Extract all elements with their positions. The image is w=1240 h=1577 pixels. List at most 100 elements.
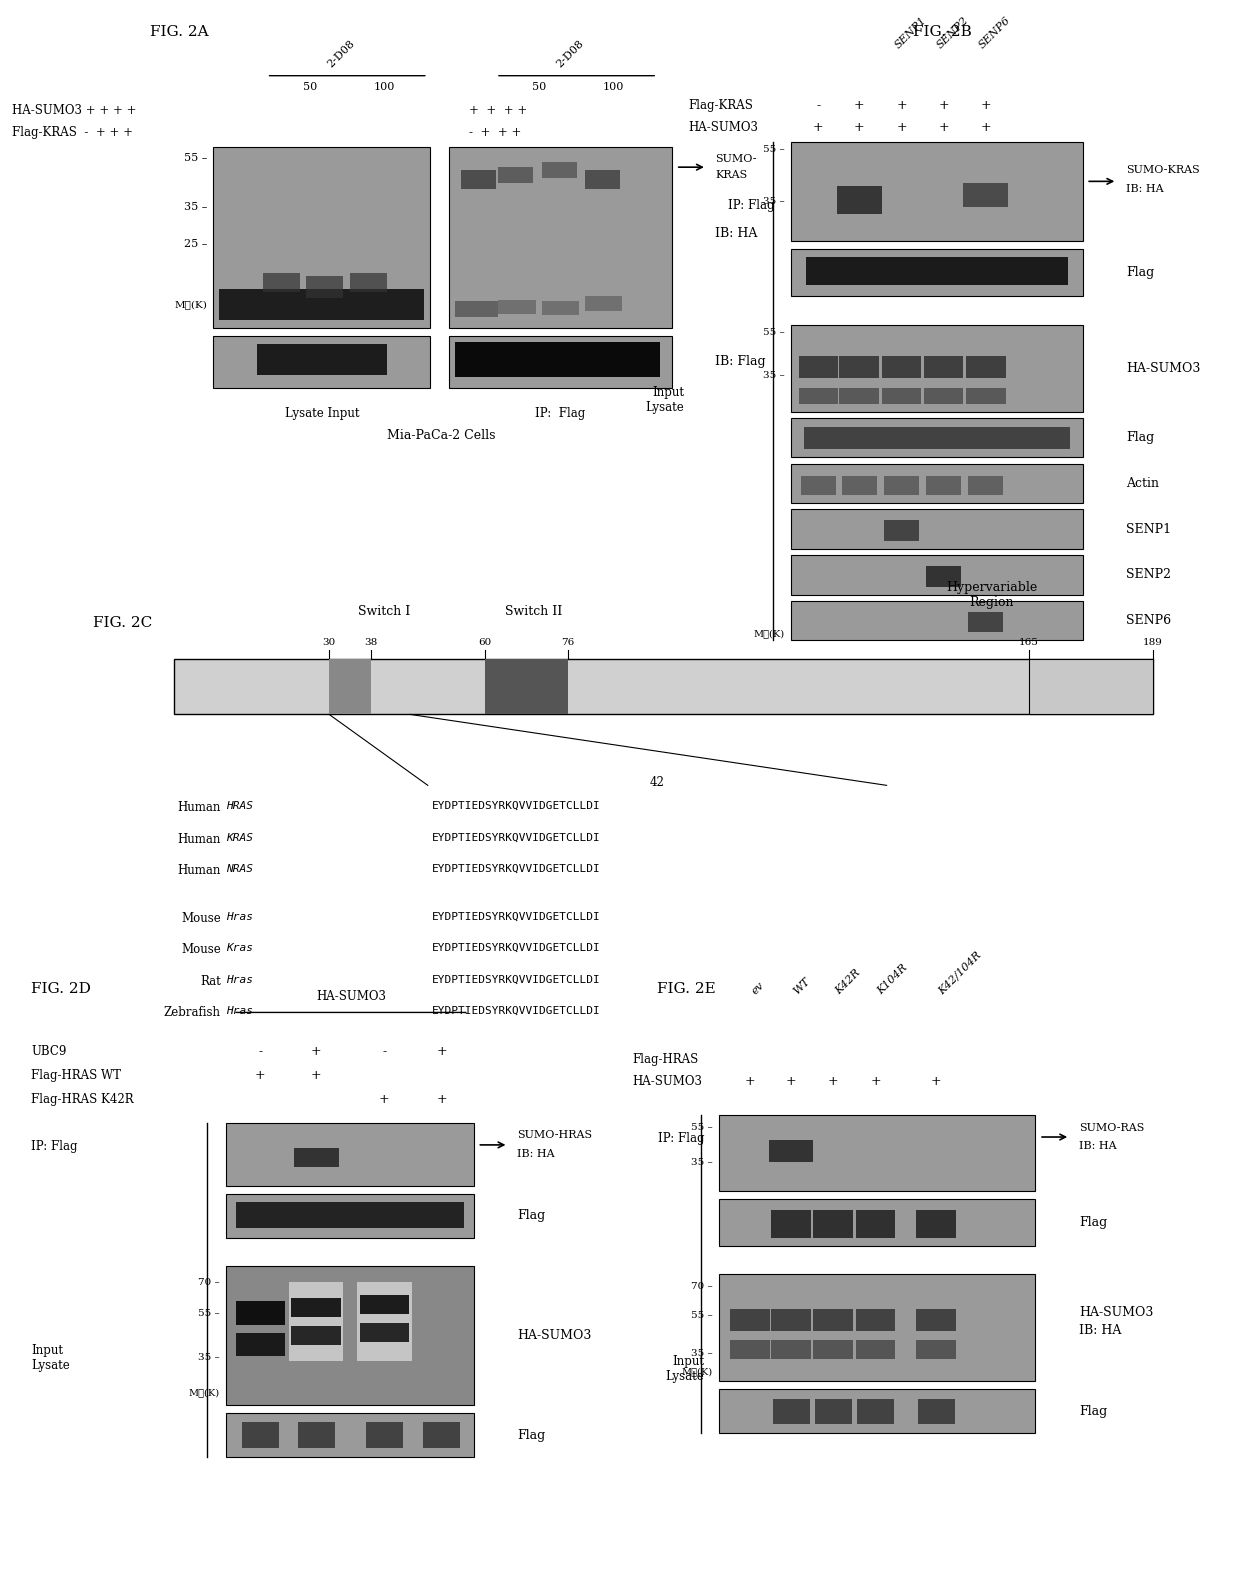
Bar	[839, 356, 879, 378]
Bar	[916, 1210, 956, 1238]
Text: +  +  + +: + + + +	[469, 104, 527, 117]
Text: Human: Human	[177, 864, 221, 877]
Bar	[815, 1399, 852, 1424]
Text: IB: HA: IB: HA	[1079, 1325, 1121, 1337]
Text: IB: Flag: IB: Flag	[715, 355, 766, 369]
Text: 42: 42	[650, 776, 665, 788]
Text: 165: 165	[1019, 637, 1039, 647]
Text: Zebrafish: Zebrafish	[164, 1006, 221, 1019]
Text: Hras: Hras	[226, 912, 253, 921]
Bar	[226, 1194, 474, 1238]
Bar	[771, 1309, 811, 1331]
Text: 55 –: 55 –	[691, 1123, 713, 1132]
Text: 70 –: 70 –	[197, 1277, 219, 1287]
Text: Switch II: Switch II	[505, 606, 562, 618]
Bar	[226, 1123, 474, 1186]
Text: WT: WT	[791, 976, 811, 997]
Text: Hras: Hras	[226, 975, 253, 984]
Text: +: +	[854, 99, 864, 112]
Text: Input
Lysate: Input Lysate	[31, 1344, 69, 1372]
Text: +: +	[828, 1076, 838, 1088]
Text: KRAS: KRAS	[715, 170, 748, 180]
Text: SUMO-KRAS: SUMO-KRAS	[1126, 166, 1199, 175]
Text: Actin: Actin	[1126, 476, 1159, 490]
Text: +: +	[436, 1046, 446, 1058]
Text: ev: ev	[750, 981, 766, 997]
Text: IB: HA: IB: HA	[517, 1150, 554, 1159]
Bar	[542, 162, 577, 178]
Text: +: +	[379, 1093, 389, 1105]
Bar	[498, 300, 536, 314]
Bar	[719, 1199, 1035, 1246]
Text: 100: 100	[603, 82, 625, 91]
Text: SENP1: SENP1	[893, 16, 929, 50]
Bar	[842, 476, 877, 495]
Bar	[542, 301, 579, 315]
Bar	[449, 147, 672, 328]
Text: SUMO-RAS: SUMO-RAS	[1079, 1123, 1145, 1132]
Text: +: +	[255, 1069, 265, 1082]
Bar	[916, 1340, 956, 1359]
Text: +: +	[897, 121, 906, 134]
Text: IP:  Flag: IP: Flag	[536, 407, 585, 419]
Bar	[806, 257, 1068, 285]
Text: +: +	[854, 121, 864, 134]
Text: -: -	[258, 1046, 263, 1058]
Bar	[236, 1333, 285, 1356]
Bar	[485, 659, 568, 714]
Bar	[926, 476, 961, 495]
Bar	[918, 1399, 955, 1424]
Text: +: +	[981, 121, 991, 134]
Text: IP: Flag: IP: Flag	[729, 199, 775, 211]
Bar	[585, 170, 620, 189]
Text: Flag-HRAS: Flag-HRAS	[632, 1053, 698, 1066]
Text: 76: 76	[560, 637, 574, 647]
Text: K104R: K104R	[875, 962, 909, 997]
Bar	[366, 1422, 403, 1448]
Text: FIG. 2D: FIG. 2D	[31, 982, 91, 995]
Text: Flag: Flag	[517, 1210, 546, 1222]
Text: FIG. 2C: FIG. 2C	[93, 617, 153, 629]
Bar	[813, 1340, 853, 1359]
Bar	[226, 1266, 474, 1405]
Bar	[813, 1210, 853, 1238]
Text: EYDPTIEDSYRKQVVIDGETCLLDI: EYDPTIEDSYRKQVVIDGETCLLDI	[432, 943, 600, 953]
Text: IB: HA: IB: HA	[1079, 1142, 1116, 1151]
Text: Hypervariable
Region: Hypervariable Region	[946, 580, 1038, 609]
Text: 35 –: 35 –	[763, 371, 785, 380]
Bar	[837, 186, 882, 214]
Text: NRAS: NRAS	[226, 864, 253, 874]
Text: HA-SUMO3 + + + +: HA-SUMO3 + + + +	[12, 104, 136, 117]
Text: SENP6: SENP6	[1126, 613, 1171, 628]
Bar	[791, 142, 1083, 241]
Bar	[350, 273, 387, 292]
Bar	[423, 1422, 460, 1448]
Text: Lysate Input: Lysate Input	[284, 407, 360, 419]
Bar	[174, 659, 1153, 714]
Text: SUMO-HRAS: SUMO-HRAS	[517, 1131, 593, 1140]
Text: SENP2: SENP2	[935, 16, 971, 50]
Text: 25 –: 25 –	[184, 240, 207, 249]
Bar	[360, 1323, 409, 1342]
Text: 30: 30	[322, 637, 336, 647]
Text: SENP6: SENP6	[977, 16, 1013, 50]
Text: Flag: Flag	[517, 1429, 546, 1441]
Text: HA-SUMO3: HA-SUMO3	[1079, 1306, 1153, 1318]
Bar	[882, 356, 921, 378]
Text: KRAS: KRAS	[226, 833, 253, 842]
Bar	[449, 336, 672, 388]
Bar	[791, 249, 1083, 296]
Text: IP: Flag: IP: Flag	[657, 1132, 704, 1145]
Bar	[916, 1309, 956, 1331]
Text: Flag-HRAS WT: Flag-HRAS WT	[31, 1069, 122, 1082]
Text: Mᵲ(K): Mᵲ(K)	[754, 629, 785, 639]
Bar	[1029, 659, 1153, 714]
Text: 50: 50	[303, 82, 317, 91]
Bar	[461, 170, 496, 189]
Bar	[498, 167, 533, 183]
Text: SUMO-: SUMO-	[715, 155, 756, 164]
Text: HA-SUMO3: HA-SUMO3	[517, 1329, 591, 1342]
Text: +: +	[813, 121, 823, 134]
Text: Mia-PaCa-2 Cells: Mia-PaCa-2 Cells	[387, 429, 495, 442]
Bar	[968, 476, 1003, 495]
